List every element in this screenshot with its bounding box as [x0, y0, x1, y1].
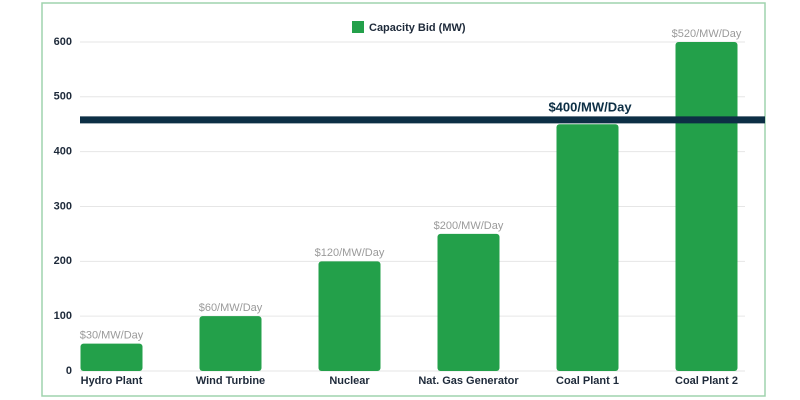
- y-tick-label: 100: [54, 310, 72, 322]
- y-tick-label: 200: [54, 255, 72, 267]
- legend-swatch: [352, 21, 364, 33]
- bar: [318, 261, 381, 371]
- x-tick-label: Coal Plant 1: [556, 375, 619, 387]
- y-tick-label: 0: [66, 365, 72, 377]
- bar-annotation: $520/MW/Day: [672, 28, 742, 40]
- y-tick-label: 600: [54, 36, 72, 48]
- reference-label: $400/MW/Day: [548, 99, 632, 114]
- bar: [80, 343, 143, 371]
- legend-label: Capacity Bid (MW): [369, 22, 466, 34]
- bar: [556, 124, 619, 372]
- x-tick-label: Coal Plant 2: [675, 375, 738, 387]
- x-tick-label: Nuclear: [329, 375, 370, 387]
- bar: [199, 316, 262, 371]
- x-tick-label: Hydro Plant: [81, 375, 143, 387]
- chart-frame: [41, 2, 766, 397]
- bar-annotation: $200/MW/Day: [434, 220, 504, 232]
- bar: [675, 41, 738, 371]
- y-tick-label: 500: [54, 91, 72, 103]
- y-tick-label: 400: [54, 146, 72, 158]
- bar-annotation: $30/MW/Day: [80, 329, 144, 341]
- bar: [437, 233, 500, 371]
- x-tick-label: Wind Turbine: [196, 375, 265, 387]
- bar-annotation: $120/MW/Day: [315, 247, 385, 259]
- bar-annotation: $60/MW/Day: [199, 302, 263, 314]
- y-tick-label: 300: [54, 200, 72, 212]
- x-tick-label: Nat. Gas Generator: [418, 375, 519, 387]
